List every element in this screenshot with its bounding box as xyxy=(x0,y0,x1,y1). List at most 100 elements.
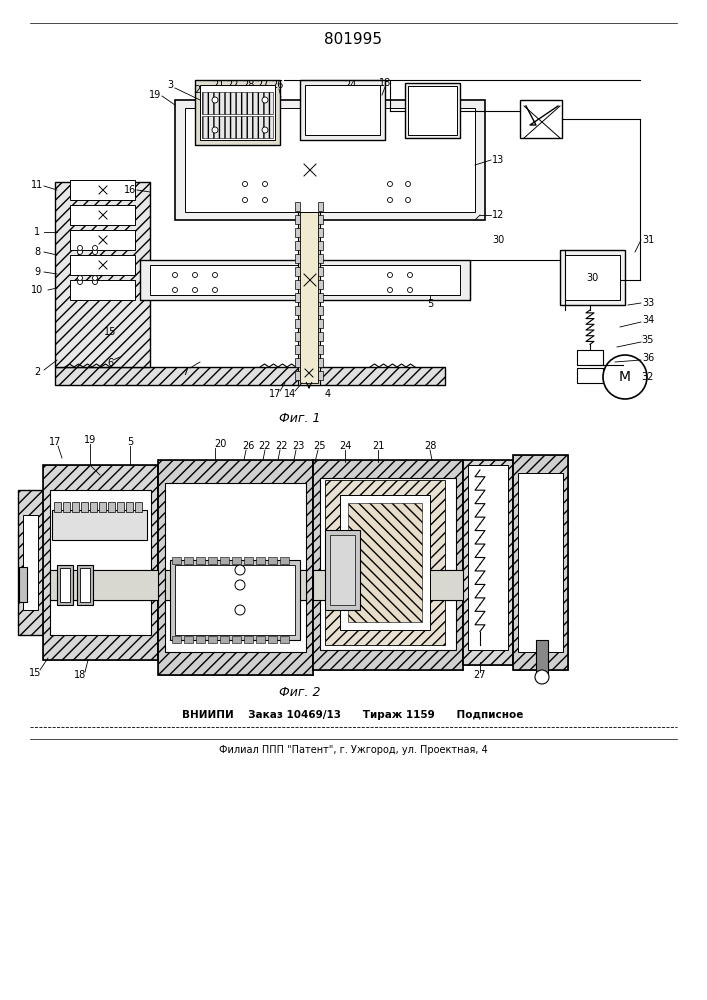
Text: 26: 26 xyxy=(242,441,255,451)
Bar xyxy=(318,215,323,224)
Bar xyxy=(18,490,43,635)
Bar xyxy=(468,465,508,650)
Bar xyxy=(320,478,456,650)
Bar xyxy=(172,636,181,643)
Bar xyxy=(150,265,460,295)
Text: 2: 2 xyxy=(34,367,40,377)
Circle shape xyxy=(78,249,83,254)
Circle shape xyxy=(406,198,411,202)
Text: 22: 22 xyxy=(276,441,288,451)
Bar xyxy=(295,254,300,263)
Bar xyxy=(202,92,273,114)
Bar xyxy=(325,480,445,645)
Bar xyxy=(295,241,300,250)
Bar xyxy=(80,568,90,602)
Bar xyxy=(340,495,430,630)
Bar xyxy=(55,182,150,367)
Circle shape xyxy=(262,127,268,133)
Text: 17: 17 xyxy=(269,389,281,399)
Text: 9: 9 xyxy=(34,267,40,277)
Bar xyxy=(165,570,306,600)
Bar xyxy=(320,478,456,650)
Bar xyxy=(295,267,300,276)
Bar xyxy=(70,280,135,300)
Bar xyxy=(50,490,151,635)
Bar xyxy=(318,332,323,341)
Bar xyxy=(184,557,193,564)
Bar xyxy=(318,280,323,289)
Text: 22: 22 xyxy=(227,80,239,90)
Text: 18: 18 xyxy=(379,78,391,88)
Text: 21: 21 xyxy=(372,441,384,451)
Bar xyxy=(318,254,323,263)
Text: ВНИИПИ    Заказ 10469/13      Тираж 1159      Подписное: ВНИИПИ Заказ 10469/13 Тираж 1159 Подписн… xyxy=(182,710,524,720)
Text: 15: 15 xyxy=(104,327,116,337)
Text: 10: 10 xyxy=(31,285,43,295)
Bar xyxy=(330,535,355,605)
Bar xyxy=(99,502,106,512)
Circle shape xyxy=(407,288,412,292)
Bar xyxy=(295,306,300,315)
Bar xyxy=(220,557,229,564)
Bar xyxy=(565,255,620,300)
Bar xyxy=(295,358,300,367)
Bar xyxy=(295,332,300,341)
Circle shape xyxy=(235,565,245,575)
Bar xyxy=(52,510,147,540)
Circle shape xyxy=(93,245,98,250)
Bar xyxy=(185,108,475,212)
Bar xyxy=(408,86,457,135)
Circle shape xyxy=(78,275,83,280)
Bar xyxy=(158,460,313,675)
Bar xyxy=(280,636,289,643)
Bar xyxy=(325,530,360,610)
Bar xyxy=(318,293,323,302)
Bar xyxy=(57,565,73,605)
Bar xyxy=(313,570,463,600)
Bar xyxy=(232,636,241,643)
Bar xyxy=(165,483,306,652)
Bar xyxy=(60,568,70,602)
Bar xyxy=(305,85,380,135)
Bar xyxy=(300,80,385,140)
Circle shape xyxy=(173,272,177,277)
Text: 12: 12 xyxy=(492,210,504,220)
Bar xyxy=(295,319,300,328)
Bar xyxy=(518,473,563,652)
Text: 36: 36 xyxy=(642,353,654,363)
Bar xyxy=(232,557,241,564)
Text: Фиг. 1: Фиг. 1 xyxy=(279,412,321,424)
Text: 7: 7 xyxy=(182,367,188,377)
Circle shape xyxy=(212,97,218,103)
Bar xyxy=(280,557,289,564)
Bar xyxy=(318,306,323,315)
Bar xyxy=(348,503,422,622)
Circle shape xyxy=(262,97,268,103)
Bar xyxy=(19,567,27,602)
Bar xyxy=(318,241,323,250)
Bar xyxy=(55,367,445,385)
Bar xyxy=(313,460,463,670)
Text: 20: 20 xyxy=(214,439,226,449)
Bar xyxy=(184,636,193,643)
Text: 30: 30 xyxy=(586,273,598,283)
Circle shape xyxy=(213,288,218,292)
Bar xyxy=(295,345,300,354)
Bar xyxy=(43,465,158,660)
Text: 26: 26 xyxy=(271,80,284,90)
Bar xyxy=(70,230,135,250)
Circle shape xyxy=(192,288,197,292)
Circle shape xyxy=(213,272,218,277)
Text: 34: 34 xyxy=(642,315,654,325)
Text: 27: 27 xyxy=(474,670,486,680)
Text: 31: 31 xyxy=(642,235,654,245)
Text: 24: 24 xyxy=(344,80,356,90)
Text: 23: 23 xyxy=(292,441,304,451)
Bar xyxy=(70,255,135,275)
Bar xyxy=(175,565,295,635)
Text: Фиг. 2: Фиг. 2 xyxy=(279,686,321,698)
Circle shape xyxy=(262,198,267,202)
Text: 1: 1 xyxy=(34,227,40,237)
Bar xyxy=(295,280,300,289)
Bar xyxy=(318,202,323,211)
